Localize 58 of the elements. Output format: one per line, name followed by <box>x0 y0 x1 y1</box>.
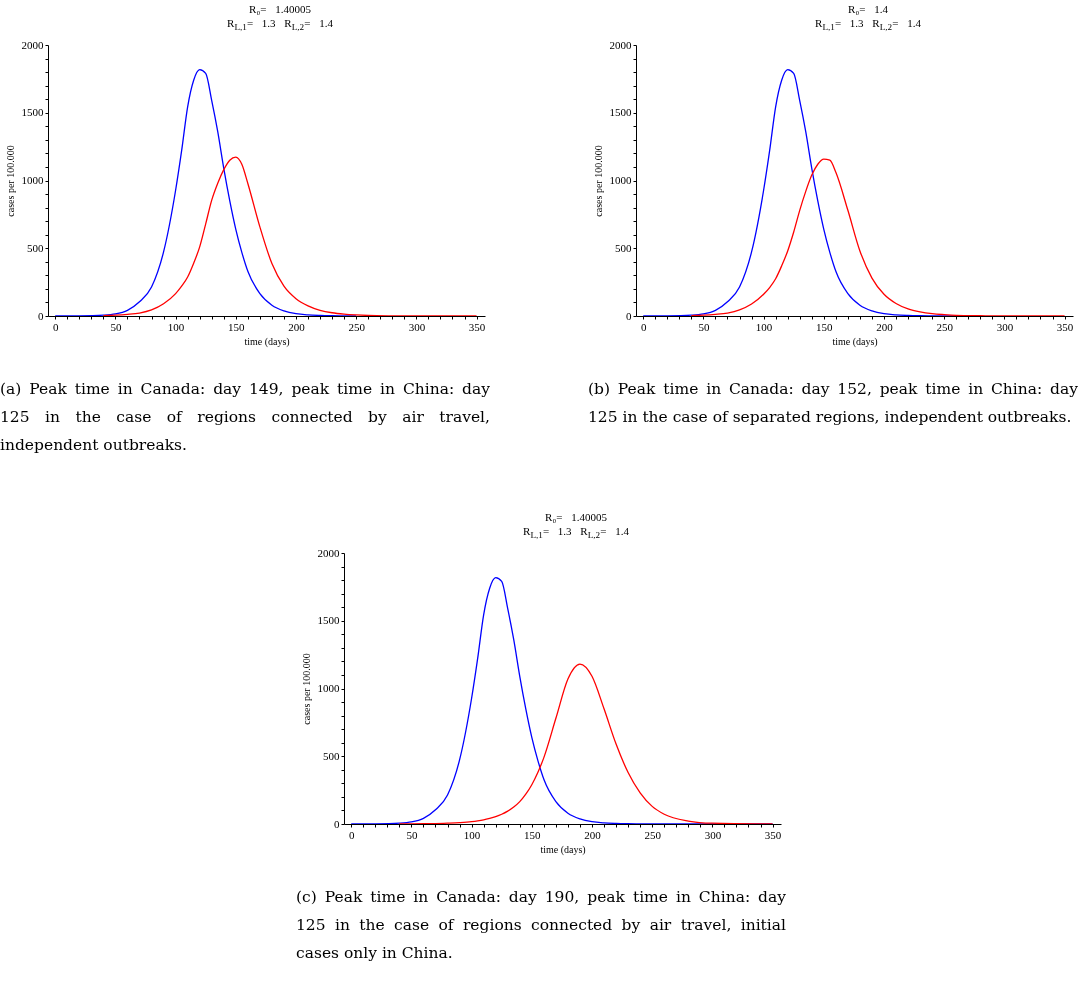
chart-subtitle: R$_{L,1}$= 1.3 R$_{L,2}$= 1.4 <box>814 16 922 35</box>
x-axis-title: time (days) <box>832 335 878 348</box>
x-tick-label: 350 <box>764 828 782 841</box>
x-tick-label: 300 <box>408 320 426 333</box>
x-tick-label: 200 <box>288 320 306 333</box>
x-tick-label: 150 <box>228 320 246 333</box>
x-tick-label: 250 <box>348 320 366 333</box>
text: (c) Peak time in Canada: day 190, peak time in China: day 125 in the case of regions connected by air travel, initial cases only in China. <box>296 887 786 965</box>
x-tick-label: 350 <box>468 320 486 333</box>
y-tick-label: 500 <box>323 749 340 762</box>
x-tick-label: 250 <box>644 828 662 841</box>
line-series <box>690 158 1066 317</box>
x-axis-title: time (days) <box>540 843 586 856</box>
x-tick-label: 300 <box>996 320 1014 333</box>
y-tick-label: 1500 <box>609 106 632 119</box>
x-tick-label: 200 <box>584 828 602 841</box>
text: (a) Peak time in Canada: day 149, peak time in China: day 125 in the case of regions connected by air travel, independent outbreaks. <box>0 379 490 457</box>
chart-subtitle: R$_{L,1}$= 1.3 R$_{L,2}$= 1.4 <box>226 16 334 35</box>
line-series <box>54 69 357 317</box>
x-tick-label: 100 <box>463 828 481 841</box>
chart-title: R₀= 1.4 <box>847 2 889 16</box>
x-tick-label: 100 <box>755 320 773 333</box>
x-tick-label: 50 <box>698 320 710 333</box>
y-tick-label: 500 <box>27 241 44 254</box>
x-tick-label: 50 <box>406 828 418 841</box>
y-tick-label: 1500 <box>21 106 44 119</box>
y-tick-label: 1500 <box>317 614 340 627</box>
x-tick-label: 150 <box>816 320 834 333</box>
chart-title: R₀= 1.40005 <box>248 2 312 16</box>
chart-subtitle: R$_{L,1}$= 1.3 R$_{L,2}$= 1.4 <box>522 524 630 543</box>
line-series <box>102 156 478 317</box>
x-tick-label: 0 <box>348 828 355 841</box>
y-tick-label: 1000 <box>21 174 44 187</box>
y-tick-label: 2000 <box>21 38 44 51</box>
line-series <box>398 663 774 825</box>
x-tick-label: 300 <box>704 828 722 841</box>
y-axis-title: cases per 100.000 <box>300 653 312 725</box>
y-tick-label: 0 <box>334 817 340 830</box>
x-tick-label: 350 <box>1056 320 1074 333</box>
x-tick-label: 150 <box>524 828 542 841</box>
y-tick-label: 2000 <box>609 38 632 51</box>
y-axis-title: cases per 100.000 <box>592 145 604 217</box>
x-tick-label: 50 <box>110 320 122 333</box>
y-tick-label: 500 <box>615 241 632 254</box>
y-tick-label: 1000 <box>317 682 340 695</box>
y-tick-label: 2000 <box>317 546 340 559</box>
x-axis-title: time (days) <box>244 335 290 348</box>
y-tick-label: 1000 <box>609 174 632 187</box>
x-tick-label: 100 <box>167 320 185 333</box>
x-tick-label: 250 <box>936 320 954 333</box>
y-axis-title: cases per 100.000 <box>4 145 16 217</box>
x-tick-label: 0 <box>640 320 647 333</box>
x-tick-label: 200 <box>876 320 894 333</box>
y-tick-label: 0 <box>626 309 632 322</box>
text: (b) Peak time in Canada: day 152, peak time in China: day 125 in the case of separated regions, independent outbreaks. <box>588 379 1078 429</box>
y-tick-label: 0 <box>38 309 44 322</box>
x-tick-label: 0 <box>52 320 59 333</box>
chart-title: R₀= 1.40005 <box>544 510 608 524</box>
